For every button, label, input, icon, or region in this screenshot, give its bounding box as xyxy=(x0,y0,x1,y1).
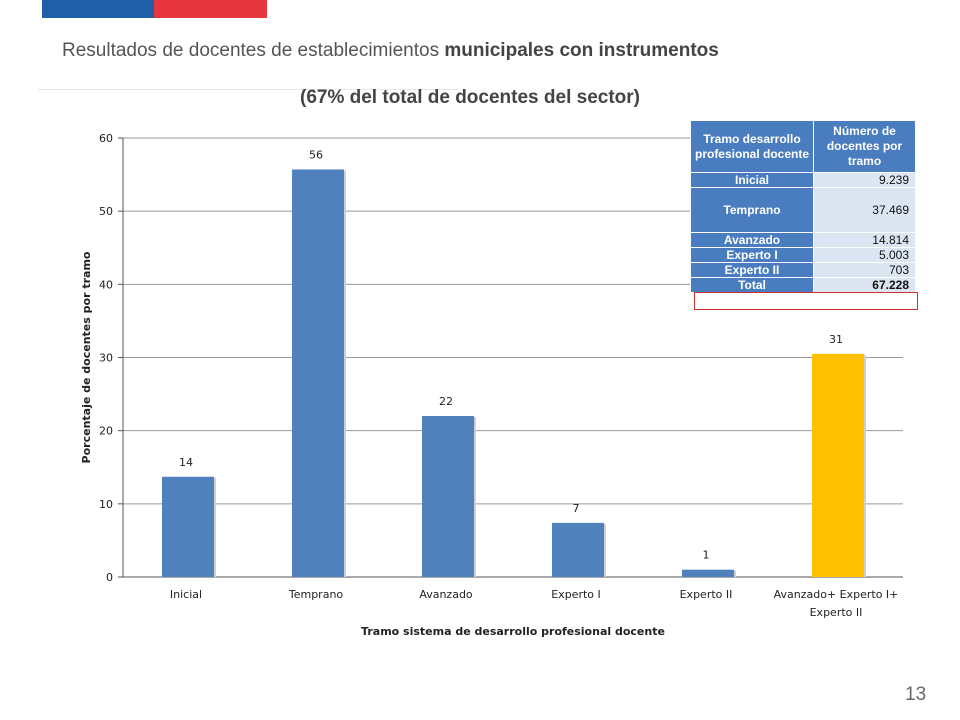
table-cell-label: Avanzado xyxy=(690,232,814,248)
y-tick-label: 0 xyxy=(106,571,113,584)
table-cell-value: 37.469 xyxy=(813,187,916,233)
table-cell-label: Inicial xyxy=(690,172,814,188)
table-row: Inicial 9.239 xyxy=(690,172,916,188)
data-label: 1 xyxy=(703,549,710,562)
table-row-total: Total 67.228 xyxy=(690,277,916,293)
bar xyxy=(812,353,864,577)
title-part-regular: Resultados de docentes de establecimient… xyxy=(62,40,445,61)
y-tick-label: 30 xyxy=(99,352,113,365)
table-cell-value: 5.003 xyxy=(813,247,916,263)
bar xyxy=(292,169,344,577)
bar xyxy=(682,569,734,577)
data-label: 56 xyxy=(309,148,323,161)
table-header-row: Tramo desarrollo profesional docente Núm… xyxy=(690,120,916,173)
x-tick-label: Avanzado+ Experto I+ xyxy=(774,588,899,601)
title-divider xyxy=(38,89,458,90)
y-tick-label: 10 xyxy=(99,498,113,511)
chart-bars xyxy=(162,169,866,577)
data-label: 22 xyxy=(439,395,453,408)
y-tick-label: 60 xyxy=(99,132,113,145)
x-tick-label: Temprano xyxy=(288,588,344,601)
x-tick-label: Inicial xyxy=(170,588,202,601)
page-subtitle: (67% del total de docentes del sector) xyxy=(300,87,640,108)
table-cell-label: Total xyxy=(690,277,814,293)
page-number: 13 xyxy=(905,684,927,705)
data-label: 14 xyxy=(179,456,193,469)
table-cell-label: Temprano xyxy=(690,187,814,233)
data-label: 7 xyxy=(573,502,580,515)
x-tick-label: Experto I xyxy=(551,588,601,601)
total-highlight-box xyxy=(694,292,918,310)
y-tick-label: 20 xyxy=(99,425,113,438)
table-cell-value: 9.239 xyxy=(813,172,916,188)
x-tick-label: Experto II xyxy=(680,588,733,601)
y-axis-title: Porcentaje de docentes por tramo xyxy=(80,251,93,463)
page-title: Resultados de docentes de establecimient… xyxy=(62,40,719,62)
bar xyxy=(552,522,604,577)
title-part-bold: municipales con instrumentos xyxy=(444,40,719,61)
table-cell-value: 703 xyxy=(813,262,916,278)
table-cell-value: 67.228 xyxy=(813,277,916,293)
x-tick-label: Avanzado xyxy=(419,588,473,601)
table-header-tramo: Tramo desarrollo profesional docente xyxy=(690,120,814,173)
data-label: 31 xyxy=(829,333,843,346)
flag-red-stripe xyxy=(154,0,267,18)
table-row: Experto I 5.003 xyxy=(690,247,916,263)
table-cell-label: Experto II xyxy=(690,262,814,278)
table-cell-label: Experto I xyxy=(690,247,814,263)
x-tick-label: Experto II xyxy=(810,606,863,619)
x-axis-title: Tramo sistema de desarrollo profesional … xyxy=(361,625,665,638)
y-tick-label: 40 xyxy=(99,278,113,291)
table-row: Avanzado 14.814 xyxy=(690,232,916,248)
table-cell-value: 14.814 xyxy=(813,232,916,248)
table-row: Experto II 703 xyxy=(690,262,916,278)
flag-blue-stripe xyxy=(42,0,154,18)
tramo-table: Tramo desarrollo profesional docente Núm… xyxy=(690,120,916,293)
bar xyxy=(162,476,214,577)
table-row: Temprano 37.469 xyxy=(690,187,916,233)
y-tick-label: 50 xyxy=(99,205,113,218)
table-header-numero: Número de docentes por tramo xyxy=(813,120,916,173)
bar xyxy=(422,416,474,577)
chart-labels: 0 10 20 30 40 50 60 14 Inicial 56 Temprano 22 Avanza… xyxy=(80,132,898,638)
